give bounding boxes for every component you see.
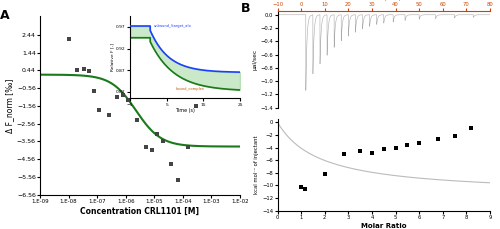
Point	[192, 104, 200, 108]
Point	[113, 95, 121, 99]
Text: B: B	[242, 2, 251, 15]
Point	[467, 126, 475, 130]
Text: bound_complex: bound_complex	[176, 87, 204, 91]
Point	[90, 89, 98, 93]
X-axis label: Concentration CRL1101 [M]: Concentration CRL1101 [M]	[80, 207, 200, 215]
Point	[297, 185, 305, 188]
Point	[184, 145, 192, 148]
Point	[340, 152, 347, 156]
Point	[73, 68, 81, 72]
Point	[64, 37, 72, 41]
Point	[320, 172, 328, 176]
Y-axis label: μal/sec: μal/sec	[253, 49, 258, 70]
Point	[148, 148, 156, 152]
Point	[300, 187, 308, 190]
Point	[415, 141, 423, 145]
Point	[119, 93, 127, 97]
X-axis label: Molar Ratio: Molar Ratio	[361, 223, 406, 229]
Point	[152, 132, 160, 136]
Y-axis label: Δ F_norm [‰]: Δ F_norm [‰]	[5, 78, 14, 133]
X-axis label: Time (s): Time (s)	[175, 108, 195, 113]
Point	[168, 162, 175, 166]
Point	[104, 114, 112, 117]
Point	[142, 145, 150, 148]
Point	[392, 146, 400, 150]
Point	[84, 70, 92, 73]
Point	[174, 178, 182, 182]
Point	[368, 151, 376, 154]
Text: unbound_/target_alo: unbound_/target_alo	[154, 24, 192, 28]
Point	[133, 118, 141, 122]
Point	[159, 139, 167, 143]
Point	[80, 67, 88, 71]
Point	[450, 134, 458, 137]
Point	[380, 147, 388, 151]
Point	[124, 98, 132, 102]
Point	[404, 143, 411, 147]
Point	[96, 109, 104, 112]
Y-axis label: kcal mol⁻¹ of injectant: kcal mol⁻¹ of injectant	[254, 136, 260, 194]
Point	[434, 137, 442, 141]
Point	[356, 150, 364, 153]
Text: A: A	[0, 9, 10, 22]
Y-axis label: Relative F [-]: Relative F [-]	[111, 43, 115, 71]
